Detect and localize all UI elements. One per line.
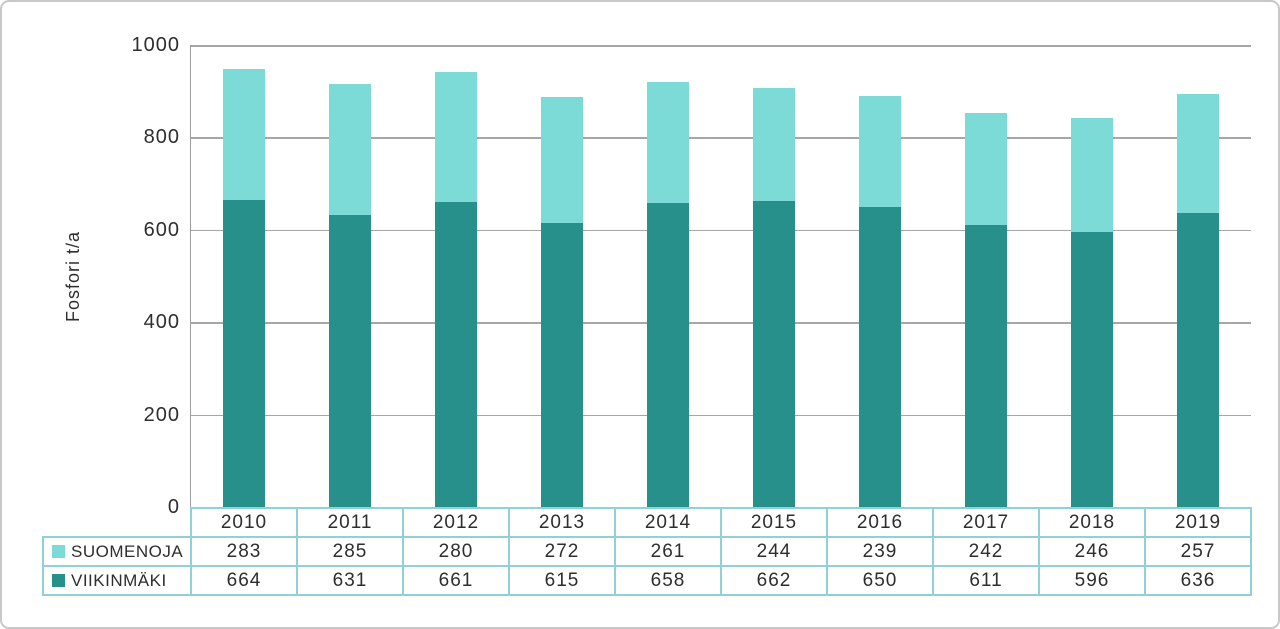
table-value-cell: 631 bbox=[296, 565, 404, 596]
bar-segment-VIIKINMÄKI-2018 bbox=[1071, 231, 1113, 507]
table-value-cell: 239 bbox=[826, 536, 934, 567]
table-value-cell: 261 bbox=[614, 536, 722, 567]
gridline-400 bbox=[191, 322, 1251, 324]
bar-segment-VIIKINMÄKI-2012 bbox=[435, 201, 477, 507]
bar-segment-VIIKINMÄKI-2010 bbox=[223, 200, 265, 507]
table-year-header: 2017 bbox=[932, 507, 1040, 538]
bar-segment-SUOMENOJA-2019 bbox=[1177, 94, 1219, 214]
table-year-header: 2011 bbox=[296, 507, 404, 538]
table-corner-spacer bbox=[43, 508, 191, 537]
bar-segment-VIIKINMÄKI-2019 bbox=[1177, 213, 1219, 507]
bar-segment-SUOMENOJA-2015 bbox=[753, 88, 795, 202]
bar-segment-SUOMENOJA-2010 bbox=[223, 69, 265, 201]
gridline-200 bbox=[191, 414, 1251, 417]
y-tick-label: 800 bbox=[143, 126, 180, 149]
bar-segment-VIIKINMÄKI-2017 bbox=[965, 224, 1007, 507]
bar-segment-SUOMENOJA-2013 bbox=[541, 97, 583, 223]
table-year-header: 2015 bbox=[720, 507, 828, 538]
data-table: 2010 2011 2012 2013 2014 2015 2016 2017 2018 2019… bbox=[42, 507, 1252, 596]
bar-segment-SUOMENOJA-2014 bbox=[647, 82, 689, 203]
bar-segment-SUOMENOJA-2016 bbox=[859, 96, 901, 207]
table-value-cell: 285 bbox=[296, 536, 404, 567]
bar-segment-VIIKINMÄKI-2011 bbox=[329, 215, 371, 507]
table-series-row: SUOMENOJA 283 285 280 272 261 244 239 242 246 257 bbox=[42, 536, 1252, 567]
table-value-cell: 246 bbox=[1038, 536, 1146, 567]
table-value-cell: 611 bbox=[932, 565, 1040, 596]
table-value-cell: 661 bbox=[402, 565, 510, 596]
table-value-cell: 283 bbox=[190, 536, 298, 567]
table-year-header: 2013 bbox=[508, 507, 616, 538]
bar-segment-SUOMENOJA-2012 bbox=[435, 72, 477, 202]
bar-segment-SUOMENOJA-2017 bbox=[965, 112, 1007, 225]
table-value-cell: 615 bbox=[508, 565, 616, 596]
table-value-cell: 636 bbox=[1144, 565, 1252, 596]
table-value-cell: 272 bbox=[508, 536, 616, 567]
y-tick-label: 600 bbox=[143, 218, 180, 241]
table-value-cell: 242 bbox=[932, 536, 1040, 567]
table-year-row: 2010 2011 2012 2013 2014 2015 2016 2017 2018 2019 bbox=[43, 507, 1252, 538]
bar-segment-VIIKINMÄKI-2015 bbox=[753, 201, 795, 507]
y-tick-label: 1000 bbox=[131, 34, 180, 56]
table-value-cell: 244 bbox=[720, 536, 828, 567]
table-value-cell: 280 bbox=[402, 536, 510, 567]
legend-swatch bbox=[52, 544, 65, 558]
table-year-header: 2019 bbox=[1144, 507, 1252, 538]
y-tick-label: 400 bbox=[143, 311, 180, 334]
legend-swatch bbox=[52, 573, 65, 587]
y-axis-title-text: Fosfori t/a bbox=[63, 230, 84, 322]
table-value-cell: 257 bbox=[1144, 536, 1252, 567]
table-value-cell: 658 bbox=[614, 565, 722, 596]
bar-segment-VIIKINMÄKI-2016 bbox=[859, 206, 901, 507]
bar-segment-SUOMENOJA-2011 bbox=[329, 83, 371, 216]
legend-label: SUOMENOJA bbox=[71, 541, 184, 561]
table-value-cell: 596 bbox=[1038, 565, 1146, 596]
bar-segment-VIIKINMÄKI-2014 bbox=[647, 203, 689, 507]
bar-segment-SUOMENOJA-2018 bbox=[1071, 117, 1113, 232]
gridline-600 bbox=[191, 229, 1251, 232]
gridline-1000 bbox=[191, 45, 1251, 47]
y-tick-label: 200 bbox=[143, 403, 180, 426]
plot-area bbox=[190, 45, 1251, 507]
table-value-cell: 650 bbox=[826, 565, 934, 596]
legend-cell-viikinmäki: VIIKINMÄKI bbox=[42, 565, 192, 596]
table-year-header: 2014 bbox=[614, 507, 722, 538]
table-year-header: 2018 bbox=[1038, 507, 1146, 538]
table-year-header: 2012 bbox=[402, 507, 510, 538]
legend-cell-suomenoja: SUOMENOJA bbox=[42, 536, 192, 567]
table-value-cell: 664 bbox=[190, 565, 298, 596]
table-value-cell: 662 bbox=[720, 565, 828, 596]
y-tick-label: 0 bbox=[167, 496, 180, 518]
gridline-800 bbox=[191, 137, 1251, 139]
table-year-header: 2010 bbox=[190, 507, 298, 538]
legend-label: VIIKINMÄKI bbox=[71, 570, 167, 590]
bar-segment-VIIKINMÄKI-2013 bbox=[541, 222, 583, 507]
table-series-row: VIIKINMÄKI 664 631 661 615 658 662 650 611 596 636 bbox=[42, 565, 1252, 596]
y-axis-title: Fosfori t/a bbox=[60, 45, 88, 507]
table-year-header: 2016 bbox=[826, 507, 934, 538]
